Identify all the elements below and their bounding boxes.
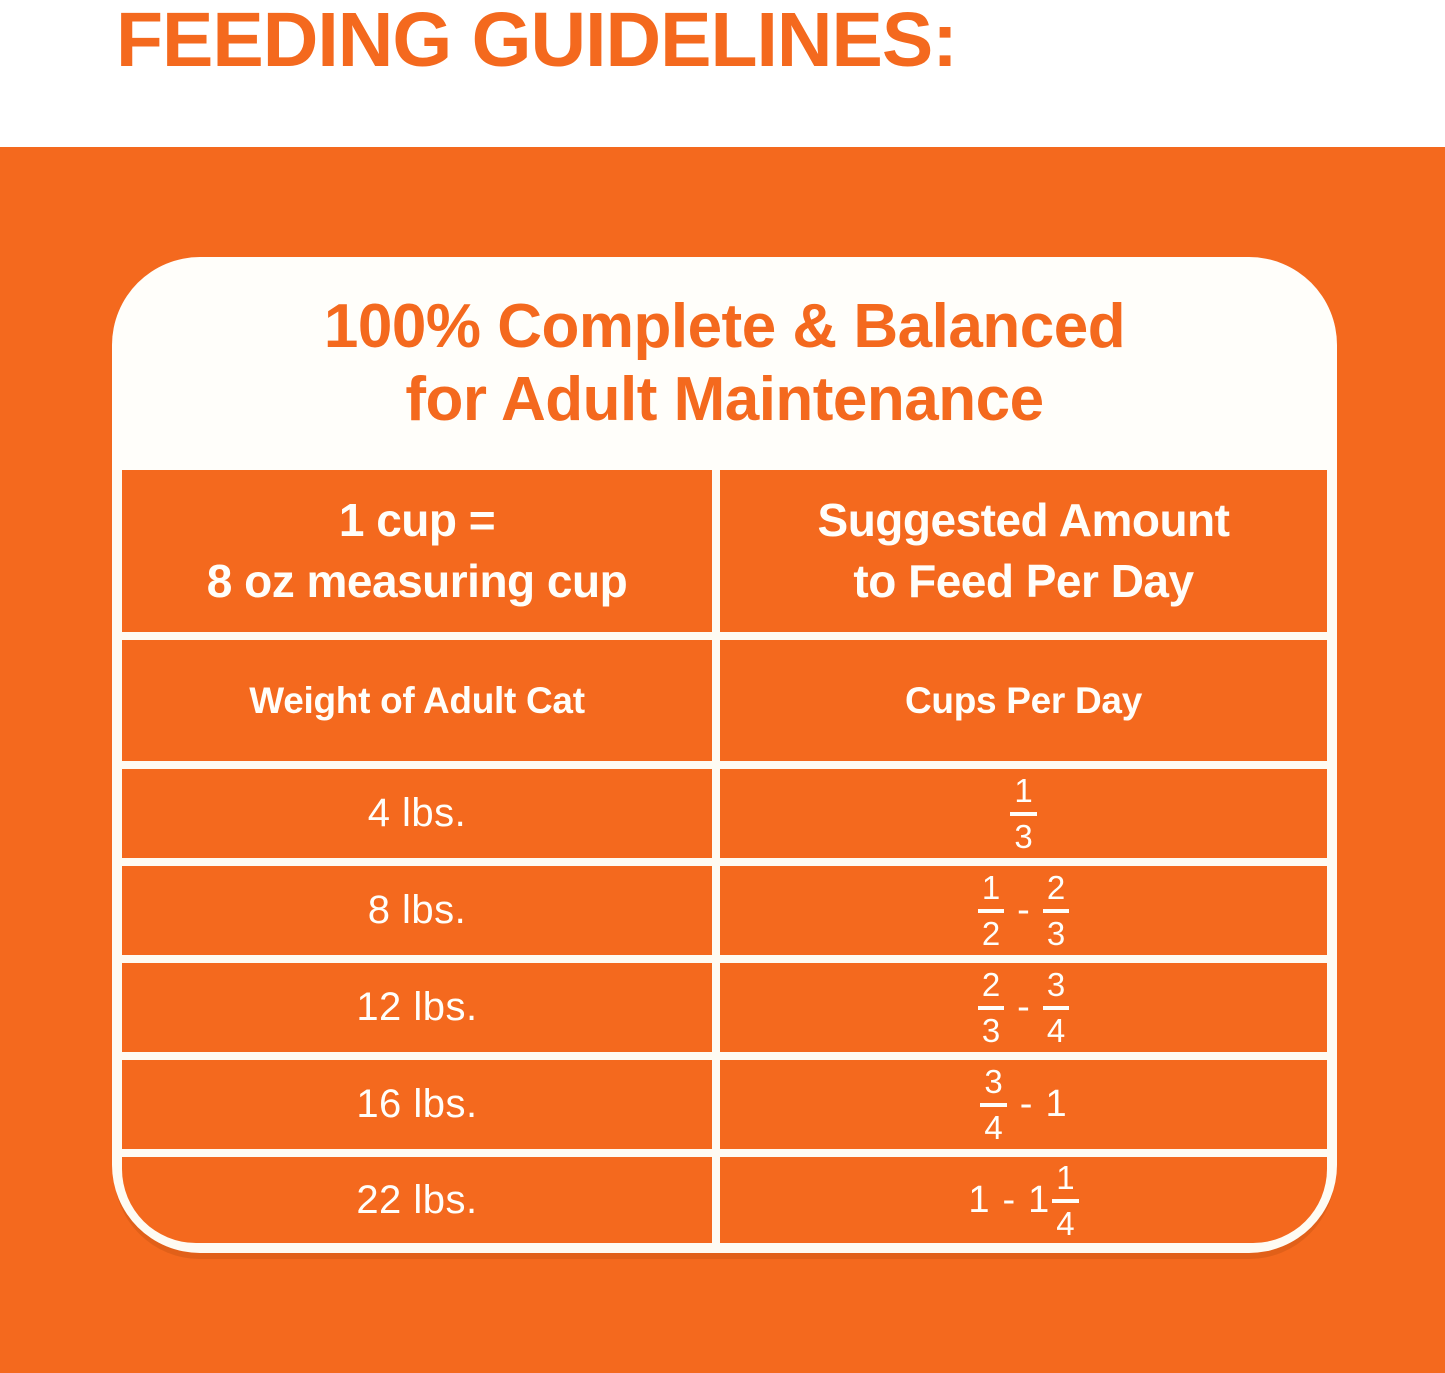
cups-cell: 1 2 - 2 3	[720, 866, 1327, 955]
suggested-header-line1: Suggested Amount	[817, 494, 1230, 547]
measure-header-cell: 1 cup = 8 oz measuring cup	[122, 470, 712, 632]
weight-cell: 8 lbs.	[122, 866, 712, 955]
panel-heading-line1: 100% Complete & Balanced	[323, 291, 1126, 361]
weight-cell: 16 lbs.	[122, 1060, 712, 1149]
whole-number: 1	[1045, 1083, 1067, 1125]
fraction-numerator: 1	[977, 871, 1005, 913]
fraction: 2 3	[977, 968, 1005, 1049]
range-separator: -	[1019, 1083, 1033, 1125]
fraction-denominator: 3	[981, 1012, 1001, 1049]
measure-header-line1: 1 cup =	[338, 494, 496, 547]
fraction-numerator: 1	[1052, 1161, 1079, 1203]
guidelines-panel: 100% Complete & Balanced for Adult Maint…	[112, 257, 1337, 1253]
fraction-numerator: 2	[1042, 871, 1070, 913]
fraction-denominator: 4	[1056, 1204, 1075, 1242]
cups-cell: 2 3 - 3 4	[720, 963, 1327, 1052]
fraction: 3 4	[980, 1065, 1007, 1146]
whole-number: 1	[1028, 1178, 1050, 1221]
cups-cell: 3 4 - 1	[720, 1060, 1327, 1149]
fraction: 1 2	[977, 871, 1005, 952]
range-separator: -	[1002, 1178, 1016, 1221]
fraction-denominator: 3	[1014, 818, 1033, 855]
panel-heading: 100% Complete & Balanced for Adult Maint…	[112, 257, 1337, 470]
weight-cell: 22 lbs.	[122, 1157, 712, 1243]
fraction-denominator: 4	[984, 1109, 1003, 1146]
fraction-denominator: 3	[1046, 915, 1066, 952]
fraction: 1 4	[1052, 1161, 1079, 1242]
fraction-denominator: 4	[1046, 1012, 1066, 1049]
fraction-denominator: 2	[981, 915, 1001, 952]
fraction: 3 4	[1042, 968, 1070, 1049]
suggested-header-line2: to Feed Per Day	[853, 555, 1194, 607]
suggested-header-cell: Suggested Amount to Feed Per Day	[720, 470, 1327, 632]
weight-column-header: Weight of Adult Cat	[122, 640, 712, 761]
page-header: FEEDING GUIDELINES:	[0, 0, 1445, 147]
cups-cell: 1 3	[720, 769, 1327, 858]
cups-column-header: Cups Per Day	[720, 640, 1327, 761]
range-separator: -	[1017, 986, 1030, 1028]
range-separator: -	[1017, 889, 1030, 931]
fraction-numerator: 2	[977, 968, 1005, 1010]
feeding-table: 1 cup = 8 oz measuring cup Suggested Amo…	[112, 470, 1337, 1253]
measure-header-line2: 8 oz measuring cup	[206, 555, 628, 607]
whole-number: 1	[968, 1178, 990, 1221]
fraction: 1 3	[1010, 774, 1037, 855]
weight-cell: 12 lbs.	[122, 963, 712, 1052]
fraction-numerator: 3	[980, 1065, 1007, 1107]
panel-heading-line2: for Adult Maintenance	[405, 364, 1044, 434]
cups-cell: 1 - 1 1 4	[720, 1157, 1327, 1243]
mixed-number: 1 1 4	[1028, 1161, 1079, 1240]
fraction-numerator: 3	[1042, 968, 1070, 1010]
orange-background: 100% Complete & Balanced for Adult Maint…	[0, 147, 1445, 1373]
weight-cell: 4 lbs.	[122, 769, 712, 858]
fraction: 2 3	[1042, 871, 1070, 952]
fraction-numerator: 1	[1010, 774, 1037, 816]
page-title: FEEDING GUIDELINES:	[116, 0, 958, 83]
